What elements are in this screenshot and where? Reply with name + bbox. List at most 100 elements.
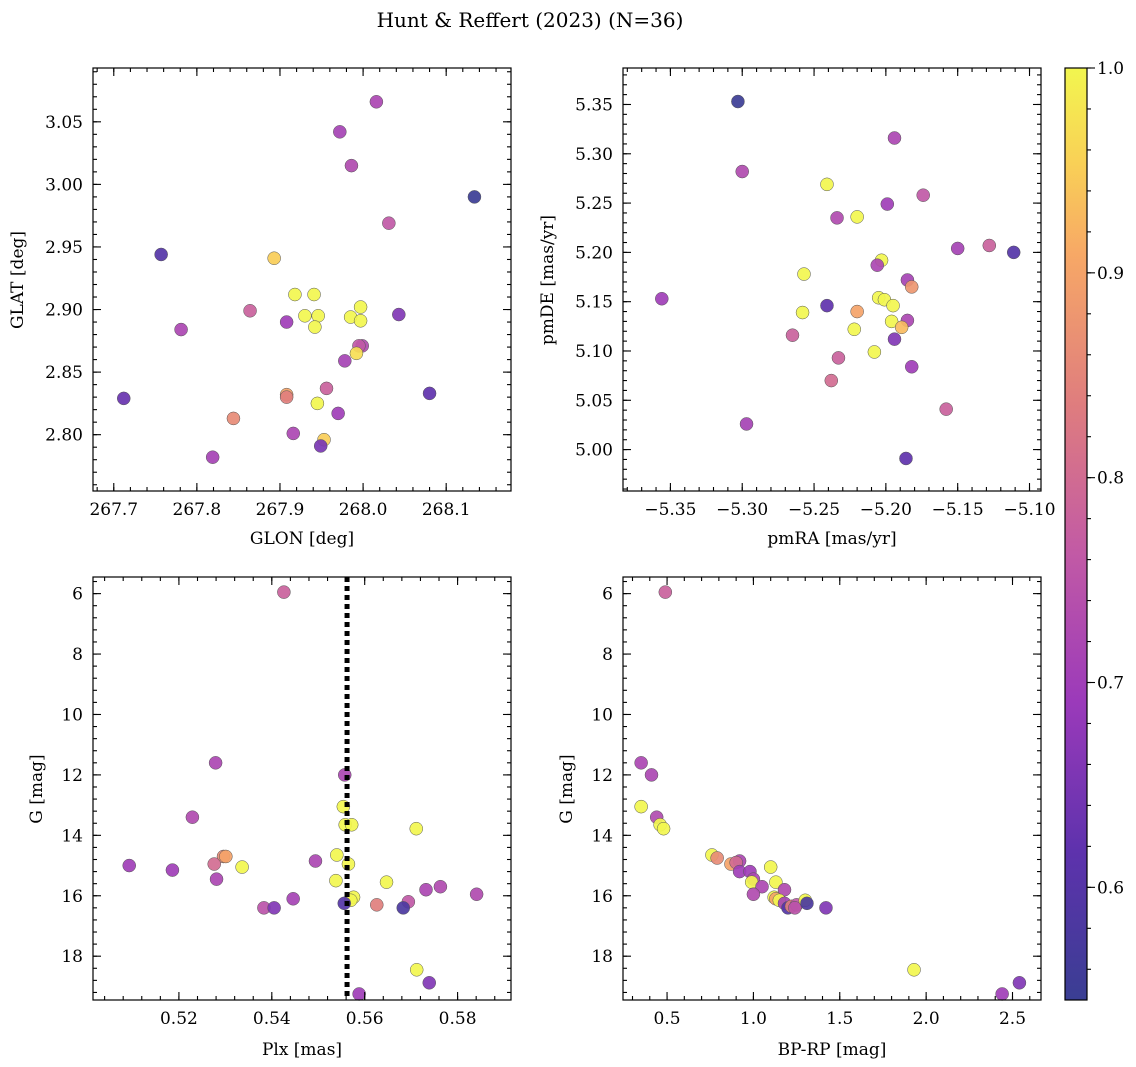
y-tick-label: 10 — [61, 705, 83, 725]
y-tick-label: 10 — [591, 705, 613, 725]
data-point — [820, 177, 834, 192]
y-tick-label: 6 — [602, 585, 613, 605]
data-point — [820, 298, 834, 313]
data-point — [1012, 976, 1027, 990]
data-point — [710, 851, 724, 865]
data-point — [731, 94, 745, 109]
data-point — [353, 314, 368, 328]
data-point — [797, 267, 811, 281]
data-point — [467, 190, 482, 204]
data-point — [174, 322, 188, 337]
colorbar-tick-label: 0.6 — [1097, 878, 1124, 898]
data-point — [419, 882, 433, 897]
data-point — [379, 875, 394, 889]
data-point — [313, 439, 328, 453]
y-tick-label: 2.85 — [45, 363, 83, 383]
colorbar-gradient — [1064, 67, 1088, 1001]
data-point — [887, 332, 902, 346]
scatter-panel-glon-glat: 267.7 267.8 267.9 268.0 268.1 2.80 2.85 2.90 2.9… — [8, 67, 512, 549]
pmra-pmde-points — [655, 94, 1021, 466]
colorbar-tick-label: 1.0 — [1097, 59, 1124, 79]
x-tick-label: 0.58 — [439, 1009, 477, 1029]
data-point — [154, 247, 168, 262]
colorbar: 0.6 0.7 0.8 0.9 1.0 — [1064, 59, 1124, 1001]
colorbar-ticks: 0.6 0.7 0.8 0.9 1.0 — [1087, 59, 1124, 970]
y-tick-label: 18 — [61, 947, 83, 967]
x-tick-label: −5.30 — [716, 500, 768, 520]
data-point — [349, 346, 364, 361]
y-tick-label: 5.30 — [575, 145, 613, 165]
data-point — [422, 976, 437, 990]
y-tick-label: 6 — [72, 585, 83, 605]
data-point — [788, 901, 802, 915]
data-point — [286, 892, 300, 906]
x-tick-label: 2.0 — [913, 1009, 940, 1029]
data-point — [870, 258, 884, 272]
data-point — [433, 879, 448, 894]
x-tick-label: 268.1 — [422, 500, 471, 520]
y-tick-label: 14 — [591, 826, 613, 846]
plx-g-points — [122, 585, 484, 1001]
data-point — [658, 585, 673, 599]
data-point — [353, 300, 368, 314]
pmra-pmde-frame — [622, 67, 1042, 492]
data-point — [830, 211, 844, 225]
data-point — [795, 305, 810, 320]
data-point — [333, 125, 347, 139]
y-tick-label: 14 — [61, 826, 83, 846]
x-tick-label: 0.54 — [253, 1009, 291, 1029]
data-point — [308, 320, 322, 334]
data-point — [370, 898, 384, 912]
plx-g-frame — [92, 576, 512, 1001]
data-point — [369, 95, 384, 109]
y-tick-label: 2.80 — [45, 426, 83, 446]
data-point — [310, 396, 325, 411]
pmra-axis-label: pmRA [mas/yr] — [767, 529, 896, 549]
pmde-axis-label: pmDE [mas/yr] — [538, 215, 558, 345]
x-tick-label: 1.5 — [826, 1009, 853, 1029]
data-point — [634, 799, 648, 814]
data-point — [185, 810, 200, 824]
data-point — [382, 216, 396, 230]
y-tick-label: 5.10 — [575, 342, 613, 362]
colorbar-tick-label: 0.7 — [1097, 674, 1124, 694]
data-point — [884, 314, 899, 329]
x-tick-label: 0.5 — [654, 1009, 681, 1029]
data-point — [785, 328, 800, 342]
data-point — [330, 848, 344, 862]
y-tick-label: 5.15 — [575, 293, 613, 313]
data-point — [880, 197, 895, 211]
data-point — [329, 873, 343, 888]
data-point — [746, 887, 761, 901]
scatter-panel-plx-g: 0.52 0.54 0.56 0.58 6 8 10 12 14 16 18 Plx [mas] G… — [27, 576, 512, 1060]
data-point — [469, 887, 484, 901]
bprp-g-frame — [622, 576, 1042, 1001]
x-tick-label: 2.5 — [999, 1009, 1026, 1029]
data-point — [422, 386, 437, 401]
bprp-g-points — [634, 585, 1027, 1001]
data-point — [831, 351, 846, 365]
data-point — [847, 322, 862, 337]
data-point — [800, 896, 814, 911]
plx-axis-label: Plx [mas] — [262, 1040, 342, 1060]
data-point — [338, 354, 352, 368]
data-point — [243, 304, 257, 318]
y-tick-label: 5.25 — [575, 194, 613, 214]
data-point — [894, 320, 909, 335]
data-point — [916, 188, 930, 202]
data-point — [279, 390, 294, 404]
x-tick-label: 267.8 — [173, 500, 222, 520]
y-tick-label: 2.90 — [45, 301, 83, 321]
data-point — [319, 381, 334, 396]
x-tick-label: 0.52 — [160, 1009, 198, 1029]
data-point — [277, 585, 291, 599]
y-tick-label: 12 — [61, 766, 83, 786]
y-tick-label: 2.95 — [45, 238, 83, 258]
data-point — [392, 307, 406, 322]
g-mag-axis-label-left: G [mag] — [27, 754, 47, 823]
y-tick-label: 12 — [591, 766, 613, 786]
data-point — [207, 857, 221, 871]
glat-axis-label: GLAT [deg] — [8, 231, 28, 329]
data-point — [267, 901, 281, 915]
